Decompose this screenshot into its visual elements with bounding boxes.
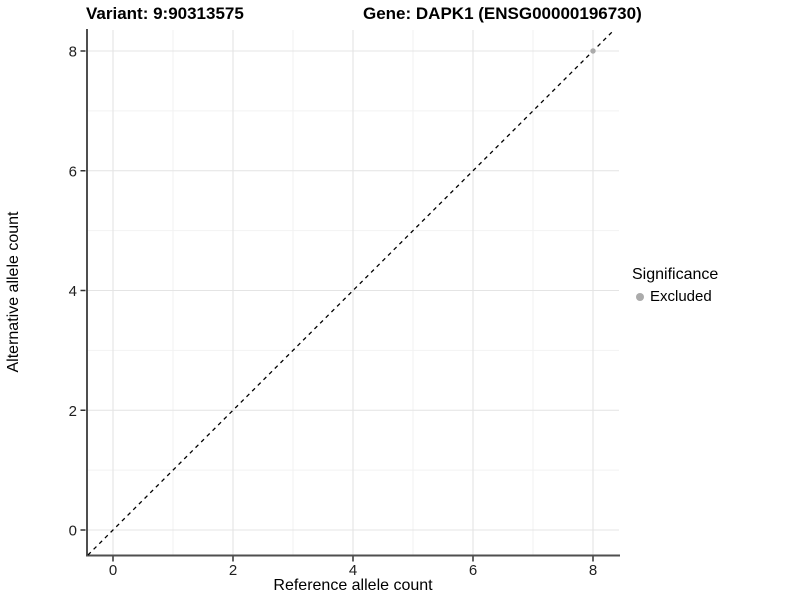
legend-title: Significance xyxy=(632,266,719,283)
data-point-excluded xyxy=(590,48,596,54)
x-tick-label: 8 xyxy=(589,562,597,579)
plot-title-gene: Gene: DAPK1 (ENSG00000196730) xyxy=(363,4,642,23)
legend-item-excluded: Excluded xyxy=(632,288,718,305)
identity-line xyxy=(87,29,615,556)
y-tick-label: 0 xyxy=(69,523,77,540)
y-tick-label: 8 xyxy=(69,44,77,61)
y-tick-label: 6 xyxy=(69,163,77,180)
x-axis-title: Reference allele count xyxy=(273,577,433,594)
x-tick-label: 2 xyxy=(229,562,237,579)
excluded-point-icon xyxy=(636,292,644,301)
y-tick-label: 2 xyxy=(69,403,77,420)
y-axis-title: Alternative allele count xyxy=(5,211,22,373)
x-tick-label: 4 xyxy=(349,562,357,579)
y-tick-label: 4 xyxy=(69,283,77,300)
x-tick-label: 0 xyxy=(109,562,117,579)
legend: Significance Excluded xyxy=(632,266,718,305)
legend-item-label: Excluded xyxy=(650,288,712,305)
x-tick-label: 6 xyxy=(469,562,477,579)
plot-title-variant: Variant: 9:90313575 xyxy=(86,4,244,23)
